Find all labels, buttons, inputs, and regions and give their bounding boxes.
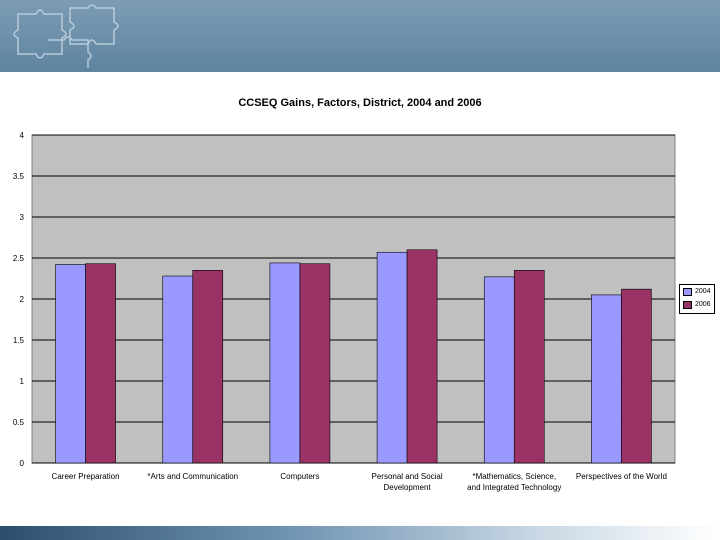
bar-2004-0 bbox=[55, 264, 86, 464]
x-category-label: Personal and Social bbox=[372, 472, 443, 481]
x-category-label: Computers bbox=[280, 472, 319, 481]
y-tick-label: 0.5 bbox=[13, 418, 25, 427]
y-tick-label: 1 bbox=[20, 377, 25, 386]
footer-bar bbox=[0, 526, 720, 540]
chart-title: CCSEQ Gains, Factors, District, 2004 and… bbox=[238, 97, 482, 109]
legend-swatch-2006 bbox=[683, 300, 692, 309]
y-tick-label: 1.5 bbox=[13, 336, 25, 345]
legend-label-2006: 2006 bbox=[695, 301, 711, 308]
gridlines bbox=[32, 134, 675, 464]
bar-2006-1 bbox=[192, 269, 224, 464]
puzzle-logo-icon bbox=[13, 4, 119, 68]
bars bbox=[55, 249, 652, 464]
bar-2004-4 bbox=[483, 276, 515, 464]
x-category-label: Perspectives of the World bbox=[576, 472, 667, 481]
y-tick-label: 4 bbox=[20, 131, 25, 140]
legend: 2004 2006 bbox=[679, 284, 715, 314]
y-tick-label: 3 bbox=[20, 213, 25, 222]
legend-item-2004: 2004 bbox=[680, 285, 714, 298]
bar-2006-0 bbox=[85, 263, 116, 464]
bar-2004-3 bbox=[376, 251, 408, 464]
bar-2006-4 bbox=[513, 269, 545, 464]
y-tick-label: 2 bbox=[20, 295, 25, 304]
bar-2006-2 bbox=[299, 263, 331, 464]
bar-2006-5 bbox=[621, 288, 652, 464]
bar-2006-3 bbox=[406, 249, 438, 464]
y-tick-label: 0 bbox=[20, 459, 25, 468]
bar-2004-1 bbox=[162, 275, 194, 464]
header-banner bbox=[0, 0, 720, 72]
legend-label-2004: 2004 bbox=[695, 288, 711, 295]
x-category-label: and Integrated Technology bbox=[467, 483, 561, 492]
bar-2004-2 bbox=[269, 262, 301, 464]
x-category-label: *Mathematics, Science, bbox=[472, 472, 556, 481]
legend-swatch-2004 bbox=[683, 287, 692, 296]
x-category-label: Development bbox=[384, 483, 432, 492]
bar-2004-5 bbox=[591, 294, 622, 464]
y-tick-label: 2.5 bbox=[13, 254, 25, 263]
x-axis-labels: Career Preparation *Arts and Communicatio… bbox=[52, 472, 667, 492]
x-category-label: Career Preparation bbox=[52, 472, 120, 481]
x-category-label: *Arts and Communication bbox=[147, 472, 238, 481]
legend-item-2006: 2006 bbox=[680, 298, 714, 311]
y-axis-labels: 0 0.5 1 1.5 2 2.5 3 3.5 4 bbox=[13, 131, 25, 468]
y-tick-label: 3.5 bbox=[13, 172, 25, 181]
